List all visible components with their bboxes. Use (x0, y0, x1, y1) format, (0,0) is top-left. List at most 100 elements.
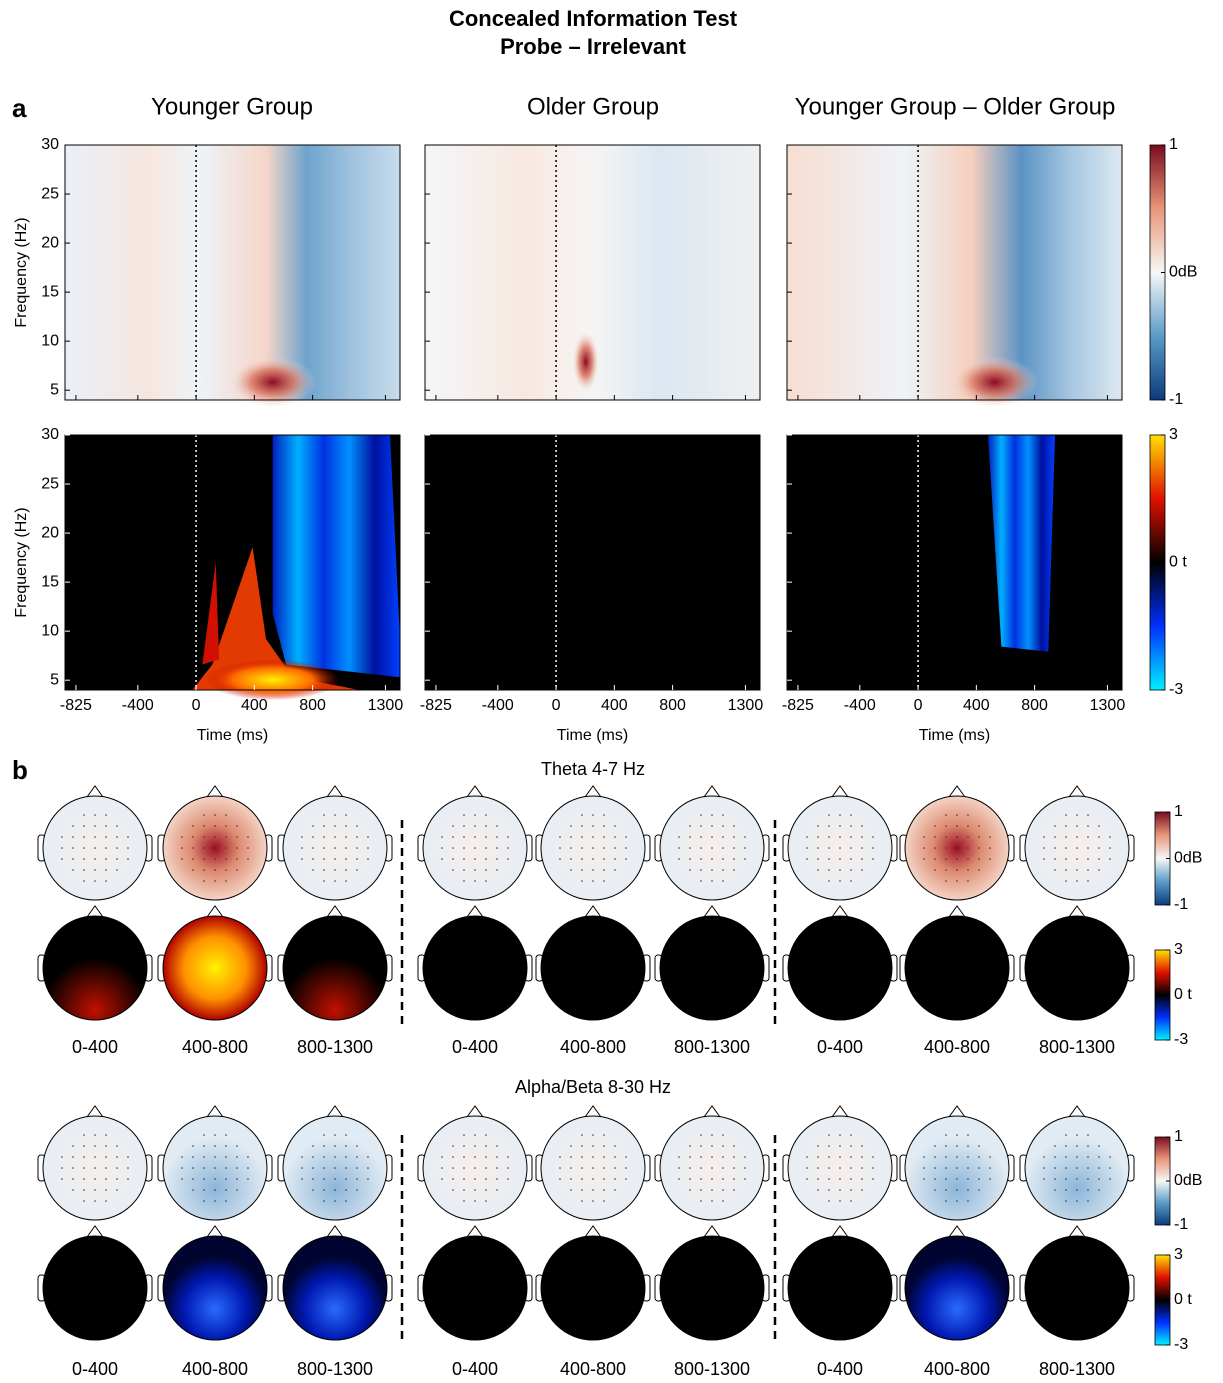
electrode (839, 1134, 841, 1136)
electrode (1076, 814, 1078, 816)
electrode (956, 1134, 958, 1136)
electrode (345, 1134, 347, 1136)
electrode (301, 836, 303, 838)
electrode (452, 1156, 454, 1158)
electrode (225, 1189, 227, 1191)
electrode (945, 1178, 947, 1180)
electrode (334, 825, 336, 827)
electrode (1098, 869, 1100, 871)
electrode (967, 836, 969, 838)
topoplot (904, 1235, 1010, 1341)
electrode (722, 1145, 724, 1147)
electrode (452, 1178, 454, 1180)
colorbar-label: 0 t (1169, 554, 1187, 571)
electrode (94, 1189, 96, 1191)
electrode (485, 814, 487, 816)
electrode (463, 1189, 465, 1191)
electrode (570, 858, 572, 860)
electrode (1065, 880, 1067, 882)
electrode (214, 869, 216, 871)
electrode (1065, 1167, 1067, 1169)
electrode (312, 1167, 314, 1169)
electrode (614, 869, 616, 871)
electrode (967, 1189, 969, 1191)
electrode (1043, 836, 1045, 838)
electrode (678, 1167, 680, 1169)
electrode (507, 1156, 509, 1158)
electrode (323, 1200, 325, 1202)
electrode (839, 869, 841, 871)
electrode (214, 1145, 216, 1147)
electrode (1043, 847, 1045, 849)
electrode (1054, 1178, 1056, 1180)
electrode (603, 1178, 605, 1180)
electrode (463, 1156, 465, 1158)
electrode (945, 836, 947, 838)
subtitle: Probe – Irrelevant (500, 34, 687, 59)
electrode (1076, 1156, 1078, 1158)
electrode (1043, 1178, 1045, 1180)
electrode (1065, 847, 1067, 849)
electrode (236, 847, 238, 849)
electrode (722, 1178, 724, 1180)
electrode (496, 1189, 498, 1191)
electrode (247, 847, 249, 849)
electrode (989, 1178, 991, 1180)
electrode (839, 814, 841, 816)
electrode (214, 1167, 216, 1169)
electrode (225, 814, 227, 816)
electrode (441, 858, 443, 860)
electrode (967, 1178, 969, 1180)
electrode (441, 847, 443, 849)
heatmap-blob (951, 356, 1039, 408)
x-tick-label: 800 (1021, 697, 1048, 714)
x-axis-label: Time (ms) (557, 727, 628, 744)
electrode (1109, 1167, 1111, 1169)
electrode (570, 847, 572, 849)
electrode (850, 1167, 852, 1169)
electrode (94, 1145, 96, 1147)
electrode (1087, 1167, 1089, 1169)
electrode (711, 1167, 713, 1169)
electrode (570, 1167, 572, 1169)
electrode (559, 1167, 561, 1169)
electrode (872, 847, 874, 849)
electrode (496, 1178, 498, 1180)
electrode (700, 825, 702, 827)
electrode (581, 836, 583, 838)
electrode (700, 847, 702, 849)
electrode (570, 1156, 572, 1158)
electrode (733, 1189, 735, 1191)
column-title: Younger Group (151, 93, 313, 120)
electrode (1087, 1156, 1089, 1158)
electrode (861, 1145, 863, 1147)
electrode (828, 1178, 830, 1180)
electrode (956, 814, 958, 816)
electrode (625, 1178, 627, 1180)
electrode (711, 1189, 713, 1191)
window-label: 0-400 (817, 1037, 863, 1057)
electrode (474, 858, 476, 860)
nose (584, 1105, 602, 1118)
electrode (828, 880, 830, 882)
column-title: Younger Group – Older Group (795, 93, 1116, 120)
electrode (356, 858, 358, 860)
electrode (945, 847, 947, 849)
electrode (934, 1156, 936, 1158)
nose (948, 1225, 966, 1238)
electrode (1076, 847, 1078, 849)
electrode (367, 1156, 369, 1158)
electrode (614, 1156, 616, 1158)
electrode (323, 1156, 325, 1158)
electrode (689, 847, 691, 849)
nose (466, 1225, 484, 1238)
electrode (1076, 1145, 1078, 1147)
electrode (1109, 836, 1111, 838)
electrode (127, 858, 129, 860)
electrode (463, 1178, 465, 1180)
electrode (1087, 847, 1089, 849)
window-label: 400-800 (924, 1037, 990, 1057)
electrode (94, 858, 96, 860)
electrode (214, 836, 216, 838)
electrode (1043, 1156, 1045, 1158)
